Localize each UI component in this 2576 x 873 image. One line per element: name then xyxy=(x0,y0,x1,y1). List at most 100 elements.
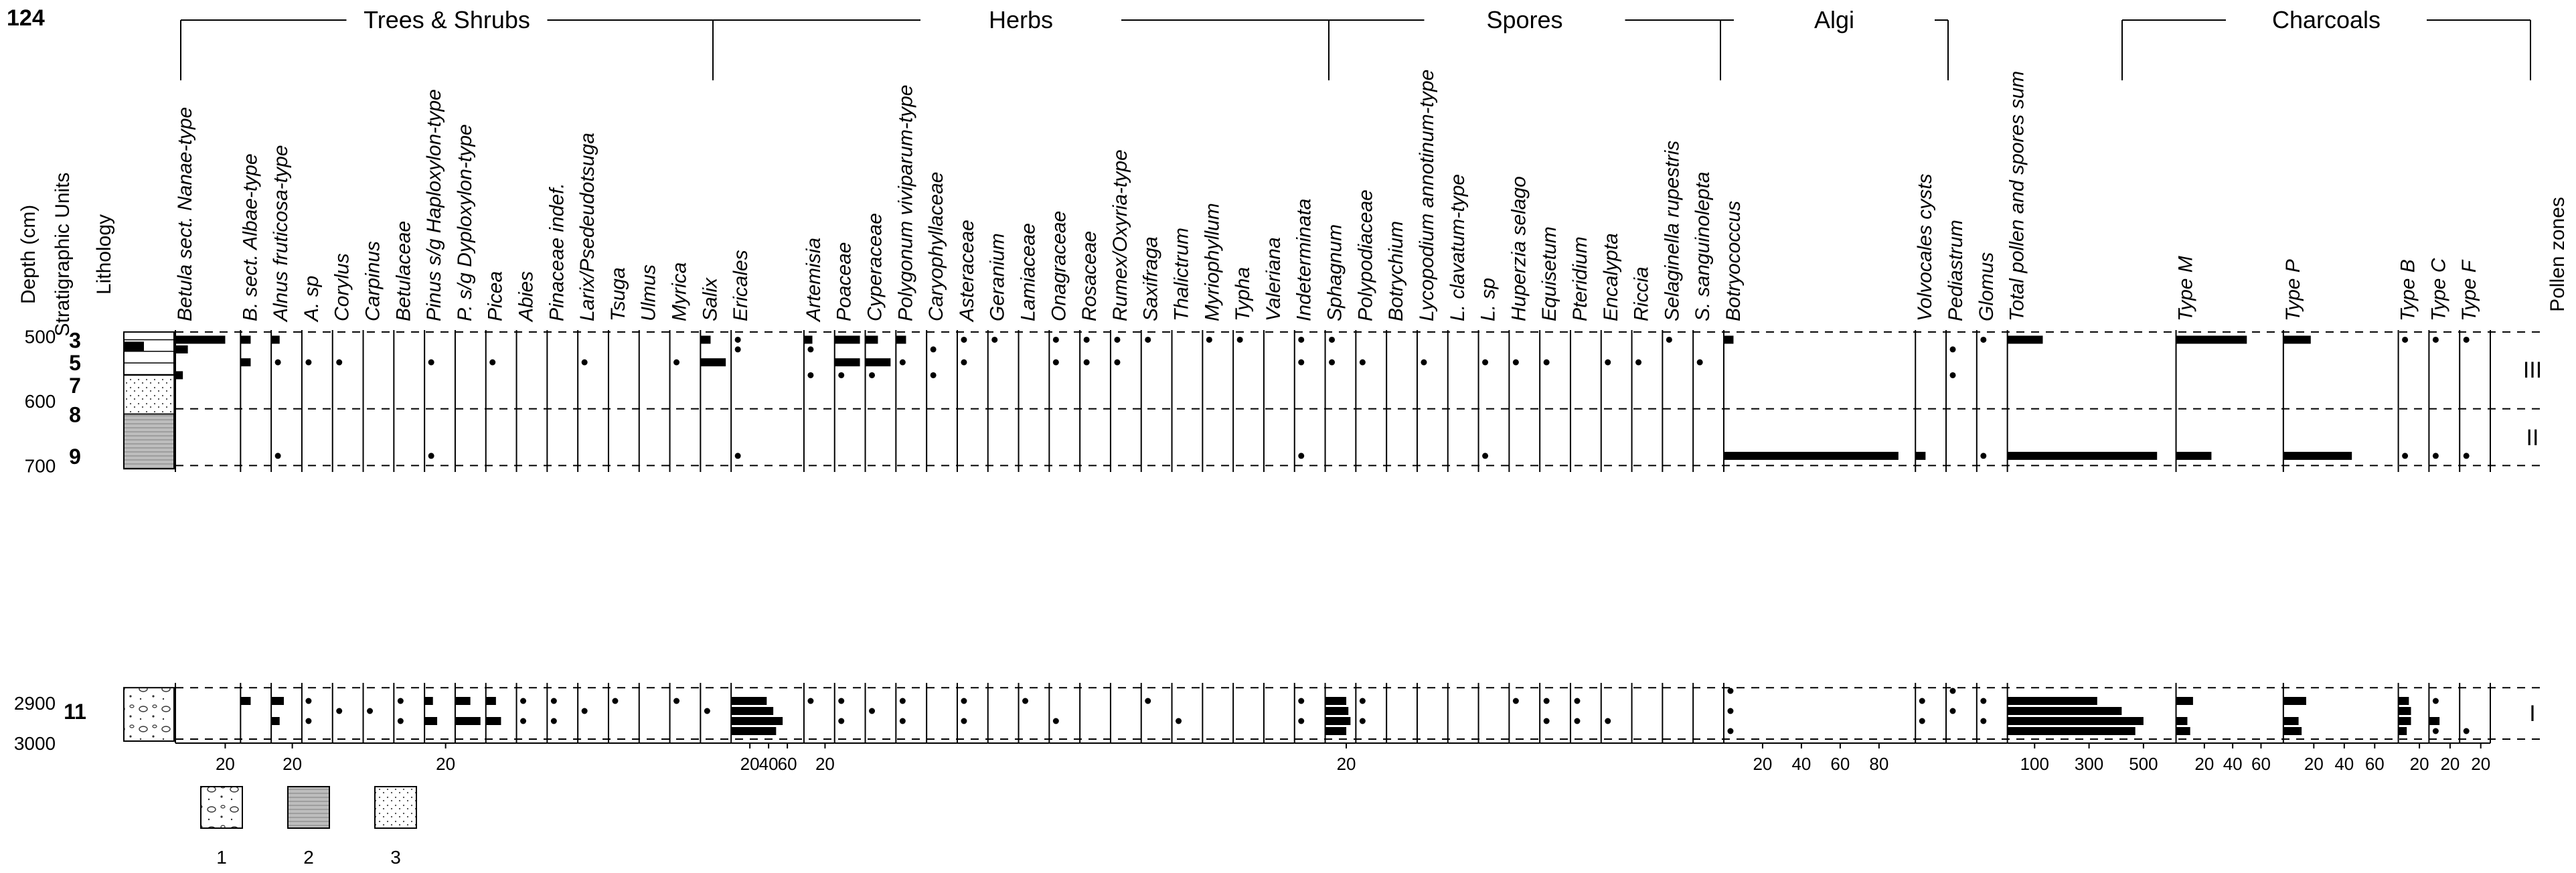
data-dot xyxy=(930,346,937,353)
data-dot xyxy=(899,718,906,724)
data-bar xyxy=(2398,727,2407,735)
data-bar xyxy=(731,727,777,735)
data-dot xyxy=(2432,453,2439,459)
taxon-column: Encalypta xyxy=(1600,233,1632,744)
taxon-column: Volvocales cysts xyxy=(1914,173,1947,744)
taxon-column: L. clavatum-type xyxy=(1447,174,1479,744)
zone-label: II xyxy=(2526,425,2539,451)
taxon-label: Glomus xyxy=(1976,252,1998,321)
data-dot xyxy=(1329,359,1336,366)
x-tick-label: 40 xyxy=(2334,754,2354,774)
data-bar xyxy=(175,345,188,353)
data-dot xyxy=(899,698,906,704)
data-dot xyxy=(1727,708,1734,714)
taxon-label: Total pollen and spores sum xyxy=(2006,71,2028,321)
taxon-column: Cyperaceae xyxy=(864,213,896,744)
data-dot xyxy=(550,698,557,704)
data-dot xyxy=(1949,688,1956,694)
x-tick-label: 40 xyxy=(2223,754,2243,774)
data-dot xyxy=(1727,728,1734,734)
data-bar xyxy=(175,371,183,380)
data-dot xyxy=(869,708,876,714)
taxon-column: Asteraceae xyxy=(956,220,988,744)
legend-swatch xyxy=(287,786,330,829)
x-tick-label: 100 xyxy=(2020,754,2049,774)
data-dot xyxy=(1359,359,1366,366)
x-tick-label: 20 xyxy=(2471,754,2490,774)
taxon-column: P. s/g Dyploxylon-type xyxy=(454,124,486,744)
lithology-gravel xyxy=(123,687,175,742)
data-bar xyxy=(240,335,251,344)
data-dot xyxy=(1359,698,1366,704)
depth-tick-label: 600 xyxy=(25,391,56,412)
data-dot xyxy=(1022,698,1029,704)
data-bar xyxy=(2007,335,2043,344)
taxon-column: Type F 20 xyxy=(2458,259,2490,774)
depth-tick-label: 2900 xyxy=(14,693,56,714)
data-bar xyxy=(2283,717,2299,725)
data-bar xyxy=(2007,451,2158,460)
data-dot xyxy=(1298,453,1305,459)
taxon-label: S. sanguinolepta xyxy=(1692,171,1714,321)
taxon-column: Larix/Psedeudotsuga xyxy=(576,133,609,744)
data-dot xyxy=(1635,359,1642,366)
group-headers: Trees & Shrubs Herbs Spores Algi Charcoals xyxy=(180,5,2531,80)
data-dot xyxy=(1114,336,1121,343)
data-dot xyxy=(734,336,741,343)
data-bar xyxy=(2398,717,2411,725)
taxon-label: Sphagnum xyxy=(1324,224,1346,321)
taxon-label: Thalictrum xyxy=(1171,228,1193,321)
x-tick-label: 20 xyxy=(216,754,235,774)
taxon-label: Type M xyxy=(2175,256,2197,321)
taxon-label: Picea xyxy=(485,271,507,321)
data-bar xyxy=(424,717,438,725)
data-dot xyxy=(336,359,343,366)
data-dot xyxy=(1574,698,1581,704)
data-dot xyxy=(1543,718,1550,724)
data-dot xyxy=(673,698,680,704)
data-dot xyxy=(734,346,741,353)
data-bar xyxy=(455,697,471,705)
data-bar xyxy=(1723,335,1734,344)
data-bar xyxy=(2007,697,2097,705)
data-bar xyxy=(700,335,711,344)
stratigraphic-unit-label: 7 xyxy=(69,374,81,398)
data-bar xyxy=(700,358,726,367)
taxon-column: S. sanguinolepta xyxy=(1692,171,1724,744)
data-dot xyxy=(274,453,281,459)
taxon-column: Saxifraga xyxy=(1140,236,1172,744)
zone-label: I xyxy=(2529,701,2535,726)
taxon-label: Type P xyxy=(2282,259,2304,321)
taxon-label: Pinaceae indef. xyxy=(546,183,568,321)
taxon-label: Lycopodium annotinum-type xyxy=(1416,70,1438,321)
data-bar xyxy=(896,335,906,344)
data-dot xyxy=(1298,718,1305,724)
data-bar xyxy=(2176,697,2193,705)
data-dot xyxy=(961,336,967,343)
taxon-column: A. sp xyxy=(301,276,333,744)
data-dot xyxy=(1145,336,1151,343)
taxon-label: Polypodiaceae xyxy=(1354,189,1376,321)
x-tick-label: 20 xyxy=(283,754,302,774)
taxon-label: Betulaceae xyxy=(392,221,414,321)
taxon-column: Onagraceae xyxy=(1048,211,1080,744)
data-dot xyxy=(704,708,710,714)
data-dot xyxy=(1236,336,1243,343)
taxon-label: Riccia xyxy=(1631,266,1653,321)
x-tick-label: 20 xyxy=(1337,754,1356,774)
data-dot xyxy=(1298,359,1305,366)
taxon-column: Glomus xyxy=(1976,252,2008,744)
taxon-label: Selaginella rupestris xyxy=(1661,141,1683,321)
x-tick-label: 20 xyxy=(815,754,835,774)
lithology-legend: 1 2 3 xyxy=(200,786,417,868)
taxon-column: Carpinus xyxy=(362,241,394,744)
taxon-column: Artemisia 20 xyxy=(803,238,835,774)
x-tick-label: 60 xyxy=(778,754,797,774)
group-label-bg xyxy=(346,5,548,35)
data-dot xyxy=(838,718,845,724)
data-dot xyxy=(961,359,967,366)
data-dot xyxy=(838,372,845,378)
data-dot xyxy=(1421,359,1427,366)
group-label-bg xyxy=(920,5,1121,35)
